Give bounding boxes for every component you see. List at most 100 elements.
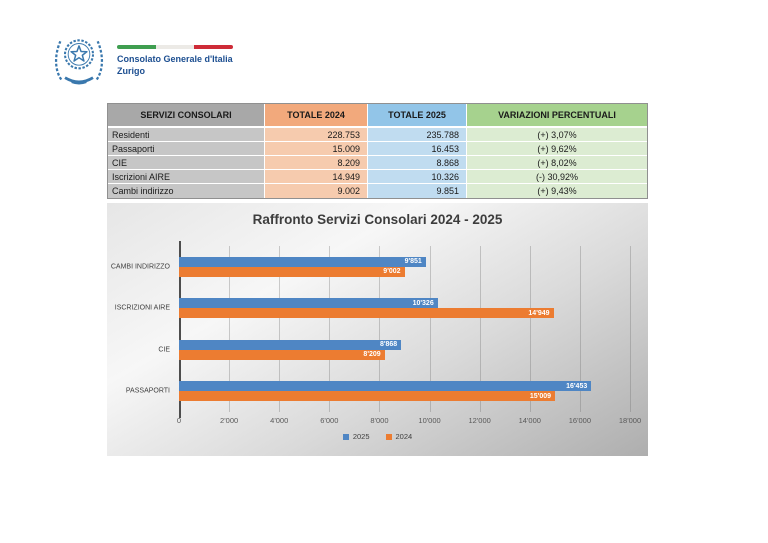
org-name: Consolato Generale d'Italia	[117, 54, 233, 64]
bar-value-label: 15'009	[529, 392, 552, 400]
x-axis-tick-label: 2'000	[220, 416, 239, 425]
italy-republic-emblem-icon	[54, 39, 104, 85]
category-band: CAMBI INDIRIZZO 9'851 9'002	[111, 246, 630, 288]
service-name: Residenti	[108, 128, 265, 142]
gridline	[630, 246, 631, 412]
total-2025-cell: 235.788	[368, 128, 467, 142]
comparison-bar-chart: Raffronto Servizi Consolari 2024 - 2025 …	[107, 203, 648, 456]
x-axis-tick-label: 10'000	[418, 416, 441, 425]
total-2024-cell: 8.209	[265, 156, 368, 170]
table-header-row: SERVIZI CONSOLARI TOTALE 2024 TOTALE 202…	[108, 104, 647, 128]
category-bands: CAMBI INDIRIZZO 9'851 9'002 ISCRIZIONI AIRE…	[111, 246, 630, 413]
services-summary-table: SERVIZI CONSOLARI TOTALE 2024 TOTALE 202…	[107, 103, 648, 199]
total-2025-cell: 9.851	[368, 184, 467, 198]
legend-label: 2025	[352, 432, 370, 441]
total-2024-cell: 228.753	[265, 128, 368, 142]
gridline	[529, 246, 531, 412]
category-label: CAMBI INDIRIZZO	[110, 263, 170, 271]
variation-cell: (+) 9,62%	[467, 142, 647, 156]
bar-2025: 9'851	[179, 256, 426, 267]
x-axis-tick-label: 16'000	[568, 416, 592, 425]
bar-value-label: 8'868	[379, 341, 398, 349]
bar-value-label: 8'209	[363, 351, 381, 359]
chart-title: Raffronto Servizi Consolari 2024 - 2025	[252, 212, 503, 227]
bar-2024: 15'009	[179, 391, 556, 402]
flag-green-segment	[117, 45, 156, 49]
x-axis-tick-label: 8'000	[370, 416, 389, 425]
variation-cell: (-) 30,92%	[467, 170, 647, 184]
col-header-variazioni: VARIAZIONI PERCENTUALI	[467, 104, 647, 128]
x-axis-tick-label: 6'000	[320, 416, 339, 425]
table-row: Residenti 228.753 235.788 (+) 3,07%	[108, 128, 647, 142]
bar-2024: 9'002	[179, 266, 405, 277]
total-2024-cell: 15.009	[265, 142, 368, 156]
total-2024-cell: 14.949	[265, 170, 368, 184]
bar-pair: 9'851 9'002	[179, 256, 630, 277]
legend-label: 2024	[395, 432, 413, 441]
service-name: Passaporti	[108, 142, 265, 156]
gridline	[279, 246, 281, 412]
x-axis-tick-label: 18'000	[618, 416, 642, 425]
bar-value-label: 9'002	[383, 268, 401, 276]
bar-2024: 8'209	[179, 349, 385, 360]
category-band: PASSAPORTI 16'453 15'009	[126, 371, 630, 413]
service-name: CIE	[108, 156, 265, 170]
bar-2024: 14'949	[179, 308, 554, 319]
flag-red-segment	[194, 45, 233, 49]
table-row: CIE 8.209 8.868 (+) 8,02%	[108, 156, 647, 170]
x-axis-tick-label: 14'000	[518, 416, 541, 425]
legend-item-2024: 2024	[385, 432, 413, 441]
x-axis-tick-label: 12'000	[468, 416, 491, 425]
bar-value-label: 14'949	[528, 309, 550, 317]
service-name: Cambi indirizzo	[108, 184, 265, 198]
gridline	[579, 246, 581, 412]
y-axis-line	[179, 241, 181, 418]
legend-item-2025: 2025	[342, 432, 370, 441]
total-2024-cell: 9.002	[265, 184, 368, 198]
col-header-totale-2024: TOTALE 2024	[265, 104, 368, 128]
col-header-totale-2025: TOTALE 2025	[368, 104, 467, 128]
category-band: CIE 8'868 8'209	[158, 329, 630, 371]
bar-value-label: 10'326	[412, 299, 434, 307]
variation-cell: (+) 9,43%	[467, 184, 647, 198]
table-row: Cambi indirizzo 9.002 9.851 (+) 9,43%	[108, 184, 647, 198]
service-name: Iscrizioni AIRE	[108, 170, 265, 184]
bar-2025: 8'868	[179, 339, 402, 350]
flag-white-segment	[155, 45, 195, 49]
bar-pair: 10'326 14'949	[179, 298, 630, 319]
total-2025-cell: 8.868	[368, 156, 467, 170]
variation-cell: (+) 8,02%	[467, 156, 647, 170]
gridline	[479, 246, 481, 412]
category-band: ISCRIZIONI AIRE 10'326 14'949	[115, 288, 630, 330]
col-header-servizi: SERVIZI CONSOLARI	[108, 104, 265, 128]
table-row: Passaporti 15.009 16.453 (+) 9,62%	[108, 142, 647, 156]
gridline	[429, 246, 431, 412]
variation-cell: (+) 3,07%	[467, 128, 647, 142]
bar-2025: 16'453	[179, 381, 592, 392]
bar-2025: 10'326	[179, 298, 438, 309]
gridline	[379, 246, 381, 412]
total-2025-cell: 16.453	[368, 142, 467, 156]
bar-pair: 16'453 15'009	[179, 381, 630, 402]
italian-flag-bar	[117, 45, 233, 49]
gridline	[229, 246, 231, 412]
legend-swatch	[385, 433, 392, 440]
category-label: CIE	[158, 346, 170, 354]
category-label: ISCRIZIONI AIRE	[114, 304, 170, 312]
table-row: Iscrizioni AIRE 14.949 10.326 (-) 30,92%	[108, 170, 647, 184]
x-axis-labels: 0 2'000 4'000 6'000 8'000 10'000 12'000 14'000 1…	[107, 416, 648, 428]
total-2025-cell: 10.326	[368, 170, 467, 184]
x-axis-tick-label: 4'000	[270, 416, 289, 425]
org-city: Zurigo	[117, 66, 145, 76]
gridline	[329, 246, 331, 412]
x-axis-tick-label: 0	[176, 416, 182, 425]
category-label: PASSAPORTI	[125, 387, 170, 395]
bar-value-label: 9'851	[404, 258, 422, 266]
bar-pair: 8'868 8'209	[179, 339, 630, 360]
chart-legend: 2025 2024	[107, 432, 648, 441]
letterhead: Consolato Generale d'Italia Zurigo	[117, 53, 233, 77]
plot-area: CAMBI INDIRIZZO 9'851 9'002 ISCRIZIONI AIRE…	[111, 241, 631, 418]
legend-swatch	[342, 433, 349, 440]
bar-value-label: 16'453	[566, 382, 588, 390]
